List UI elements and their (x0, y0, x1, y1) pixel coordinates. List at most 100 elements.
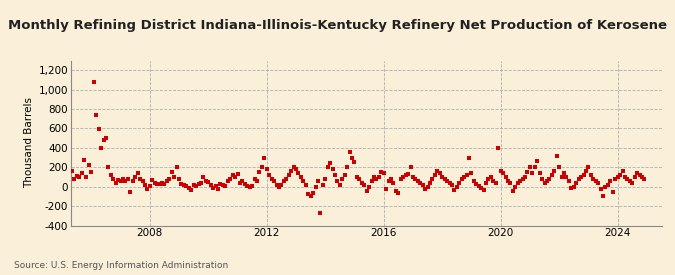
Point (403, 172, 414, 176)
Point (142, 186, 153, 191)
Point (161, 179, 172, 183)
Point (128, 179, 138, 183)
Point (293, 171, 304, 175)
Point (191, 183, 202, 188)
Point (266, 177, 277, 181)
Point (273, 185, 284, 189)
Point (456, 177, 467, 181)
Point (485, 175, 496, 179)
Point (608, 189, 618, 194)
Point (337, 177, 348, 181)
Point (252, 179, 263, 183)
Point (354, 177, 364, 181)
Point (541, 179, 552, 183)
Point (597, 194, 608, 199)
Point (132, 171, 143, 175)
Point (629, 175, 640, 179)
Point (583, 165, 594, 169)
Point (459, 175, 470, 179)
Point (639, 177, 650, 181)
Point (84, 163, 95, 167)
Point (342, 165, 352, 169)
Point (329, 173, 340, 177)
Point (122, 177, 133, 181)
Point (479, 187, 489, 192)
Point (620, 175, 630, 179)
Point (398, 175, 408, 179)
Point (578, 173, 589, 177)
Point (473, 183, 484, 188)
Point (164, 177, 175, 181)
Point (571, 181, 582, 185)
Point (217, 183, 228, 187)
Point (366, 179, 377, 183)
Point (627, 181, 638, 185)
Point (288, 165, 299, 169)
Point (88, 80, 99, 84)
Point (537, 177, 547, 181)
Point (315, 211, 326, 215)
Point (622, 177, 632, 181)
Point (449, 187, 460, 192)
Text: Source: U.S. Energy Information Administration: Source: U.S. Energy Information Administ… (14, 260, 227, 270)
Point (576, 175, 587, 179)
Point (93, 127, 104, 132)
Point (612, 175, 623, 179)
Point (269, 179, 279, 183)
Point (184, 185, 194, 190)
Point (461, 173, 472, 177)
Point (529, 165, 540, 169)
Point (466, 171, 477, 175)
Point (240, 182, 250, 186)
Point (91, 113, 102, 117)
Point (296, 175, 306, 179)
Point (593, 181, 603, 185)
Point (624, 179, 635, 183)
Point (61, 176, 72, 180)
Point (617, 169, 628, 173)
Point (205, 183, 216, 187)
Point (556, 175, 567, 179)
Point (186, 187, 196, 192)
Point (340, 173, 350, 177)
Point (179, 183, 190, 187)
Point (235, 181, 246, 185)
Point (96, 146, 107, 150)
Point (591, 179, 601, 183)
Point (198, 175, 209, 179)
Point (566, 185, 576, 190)
Point (564, 179, 574, 183)
Point (157, 181, 167, 185)
Point (86, 170, 97, 174)
Point (412, 179, 423, 183)
Point (308, 190, 319, 195)
Point (284, 173, 294, 177)
Point (420, 186, 431, 191)
Point (385, 177, 396, 181)
Point (113, 178, 124, 182)
Point (149, 181, 160, 185)
Point (505, 181, 516, 185)
Point (408, 175, 418, 179)
Point (66, 169, 77, 173)
Point (173, 177, 184, 181)
Point (388, 181, 399, 185)
Point (491, 181, 502, 185)
Point (369, 175, 379, 179)
Point (325, 161, 335, 166)
Point (427, 177, 438, 181)
Point (615, 173, 626, 177)
Point (610, 177, 620, 181)
Point (281, 177, 292, 181)
Point (254, 170, 265, 174)
Point (361, 188, 372, 193)
Point (352, 175, 362, 179)
Point (310, 185, 321, 189)
Point (130, 175, 140, 179)
Point (452, 185, 462, 189)
Point (98, 138, 109, 142)
Point (410, 177, 421, 181)
Point (81, 175, 92, 179)
Point (220, 183, 231, 188)
Point (391, 188, 402, 193)
